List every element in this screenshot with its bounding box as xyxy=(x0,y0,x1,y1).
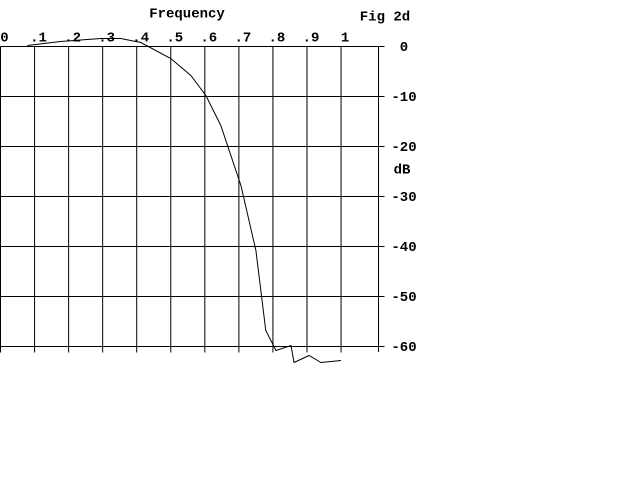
y-tick-label: -60 xyxy=(391,340,416,356)
x-tick-label: .9 xyxy=(303,31,320,47)
x-tick-label: .2 xyxy=(64,31,81,47)
y-tick-label: -30 xyxy=(391,190,416,206)
y-tick-label: 0 xyxy=(400,40,408,56)
x-tick-label: 1 xyxy=(341,31,349,47)
x-tick-label: 0 xyxy=(0,31,8,47)
x-tick-label: .1 xyxy=(30,31,47,47)
y-tick-label: -40 xyxy=(391,240,416,256)
x-tick-label: .5 xyxy=(166,31,183,47)
figure-label: Fig 2d xyxy=(360,10,410,26)
y-tick-label: -10 xyxy=(391,90,416,106)
x-tick-label: .4 xyxy=(132,31,149,47)
x-tick-label: .6 xyxy=(200,31,217,47)
y-axis-label: dB xyxy=(394,163,411,179)
response-line xyxy=(27,38,342,364)
x-tick-label: .7 xyxy=(234,31,251,47)
chart-title: Frequency xyxy=(149,7,225,23)
x-tick-label: .8 xyxy=(269,31,286,47)
y-tick-label: -20 xyxy=(391,140,416,156)
y-tick-label: -50 xyxy=(391,290,416,306)
